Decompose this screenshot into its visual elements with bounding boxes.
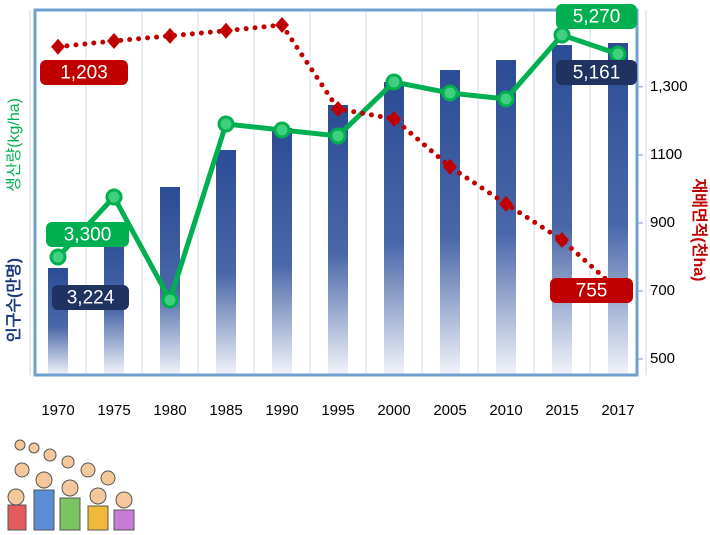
diamond-marker (107, 32, 121, 49)
annotation: 755 (576, 281, 608, 302)
y2-tick-label: 900 (650, 214, 675, 231)
line-marker (497, 90, 515, 108)
x-tick-label: 1995 (321, 402, 354, 419)
annotation-box (46, 222, 129, 247)
bar (552, 45, 572, 375)
annotation-box (556, 4, 637, 29)
bar (440, 70, 460, 376)
line-marker (553, 26, 571, 44)
x-tick-label: 2017 (601, 402, 634, 419)
annotation-box (52, 285, 129, 310)
diamond-marker (555, 231, 569, 248)
diamond-marker (331, 100, 345, 117)
annotation-box (40, 60, 128, 85)
y2-axis-label: 재배면적(천ha) (690, 179, 708, 282)
diamond-marker (387, 110, 401, 127)
annotation: 3,224 (67, 288, 115, 309)
line-marker (385, 73, 403, 91)
y2-tick-label: 700 (650, 282, 675, 299)
y2-tick-label: 1,300 (650, 78, 688, 95)
line-marker (273, 121, 291, 139)
x-tick-label: 1975 (97, 402, 130, 419)
plot-frame (33, 8, 639, 377)
diamond-marker (275, 16, 289, 33)
x-tick-label: 2005 (433, 402, 466, 419)
x-tick-label: 2015 (545, 402, 578, 419)
x-tick-label: 2010 (489, 402, 522, 419)
diamond-marker (51, 38, 65, 55)
y-axis-label: 인구수(만명) (5, 258, 23, 342)
x-tick-label: 1985 (209, 402, 242, 419)
bar (496, 60, 516, 375)
diamond-marker (163, 27, 177, 44)
annotation-box (550, 278, 633, 303)
y2-tick-label: 1100 (650, 146, 682, 163)
annotation: 5,161 (573, 63, 621, 84)
diamond-marker (219, 22, 233, 39)
annotation-box (556, 60, 637, 85)
x-tick-label: 1980 (153, 402, 186, 419)
bar (216, 150, 236, 375)
annotation: 5,270 (573, 7, 621, 28)
y-axis-label: 생산량(kg/ha) (5, 98, 23, 192)
line-marker (49, 248, 67, 266)
line-marker (217, 115, 235, 133)
bar (272, 127, 292, 376)
bar (48, 267, 68, 375)
line-marker (609, 45, 627, 63)
annotation: 3,300 (64, 225, 112, 246)
line-marker (105, 188, 123, 206)
x-tick-label: 1990 (265, 402, 298, 419)
bar (328, 104, 348, 375)
line-marker (329, 127, 347, 145)
diamond-marker (443, 158, 457, 175)
y2-tick-label: 500 (650, 350, 675, 367)
bar (160, 186, 180, 375)
diamond-marker (499, 195, 513, 212)
line-marker (441, 84, 459, 102)
line-marker (161, 291, 179, 309)
x-tick-label: 2000 (377, 402, 410, 419)
bar (608, 43, 628, 375)
annotation: 1,203 (60, 63, 108, 84)
crowd-illustration (7, 439, 138, 531)
bar (384, 81, 404, 375)
x-tick-label: 1970 (41, 402, 74, 419)
